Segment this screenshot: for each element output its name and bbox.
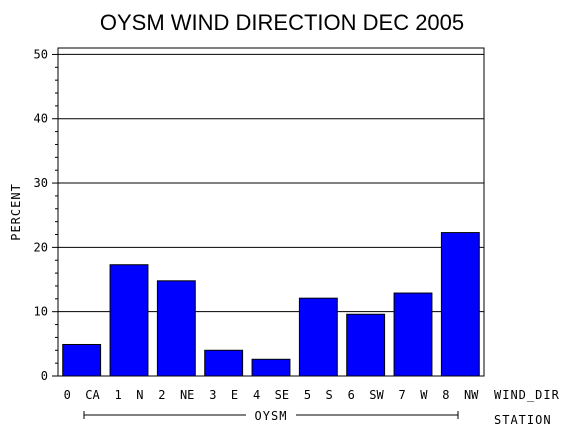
y-tick-label: 10 — [34, 305, 48, 319]
y-tick-label: 30 — [34, 176, 48, 190]
y-axis-label: PERCENT — [9, 183, 23, 241]
x-tick-label: 5 S — [304, 388, 333, 402]
y-tick-label: 50 — [34, 47, 48, 61]
x-tick-label: 0 CA — [64, 388, 101, 402]
bar-1 — [109, 264, 149, 377]
station-group-label: OYSM — [255, 409, 288, 423]
y-axis-tick-labels: 0 10 20 30 40 50 — [34, 47, 48, 383]
bar-3 — [204, 349, 244, 377]
y-tick-label: 40 — [34, 112, 48, 126]
bar-6 — [346, 313, 386, 377]
bar-2 — [156, 280, 196, 377]
x-tick-label: 4 SE — [253, 388, 289, 402]
x-axis-label: WIND_DIR — [494, 388, 560, 402]
chart-title: OYSM WIND DIRECTION DEC 2005 — [100, 10, 464, 35]
x-tick-label: 8 NW — [442, 388, 479, 402]
plot-frame — [57, 47, 485, 377]
x-axis-tick-labels: 0 CA 1 N 2 NE 3 E 4 SE 5 S 6 SW 7 W 8 NW — [64, 388, 480, 402]
x-tick-label: 1 N — [115, 388, 144, 402]
y-axis-ticks — [52, 53, 58, 377]
bars — [62, 232, 480, 377]
bar-7 — [393, 292, 433, 377]
station-label: STATION — [494, 413, 552, 427]
station-group-bracket — [83, 411, 459, 419]
x-tick-label: 3 E — [209, 388, 238, 402]
x-tick-label: 6 SW — [348, 388, 385, 402]
x-tick-label: 7 W — [399, 388, 429, 402]
y-tick-label: 0 — [41, 369, 48, 383]
y-tick-label: 20 — [34, 240, 48, 254]
x-tick-label: 2 NE — [158, 388, 194, 402]
bar-8 — [440, 232, 480, 377]
bar-4 — [251, 358, 291, 377]
bar-0 — [62, 343, 102, 377]
bar-5 — [298, 297, 338, 377]
